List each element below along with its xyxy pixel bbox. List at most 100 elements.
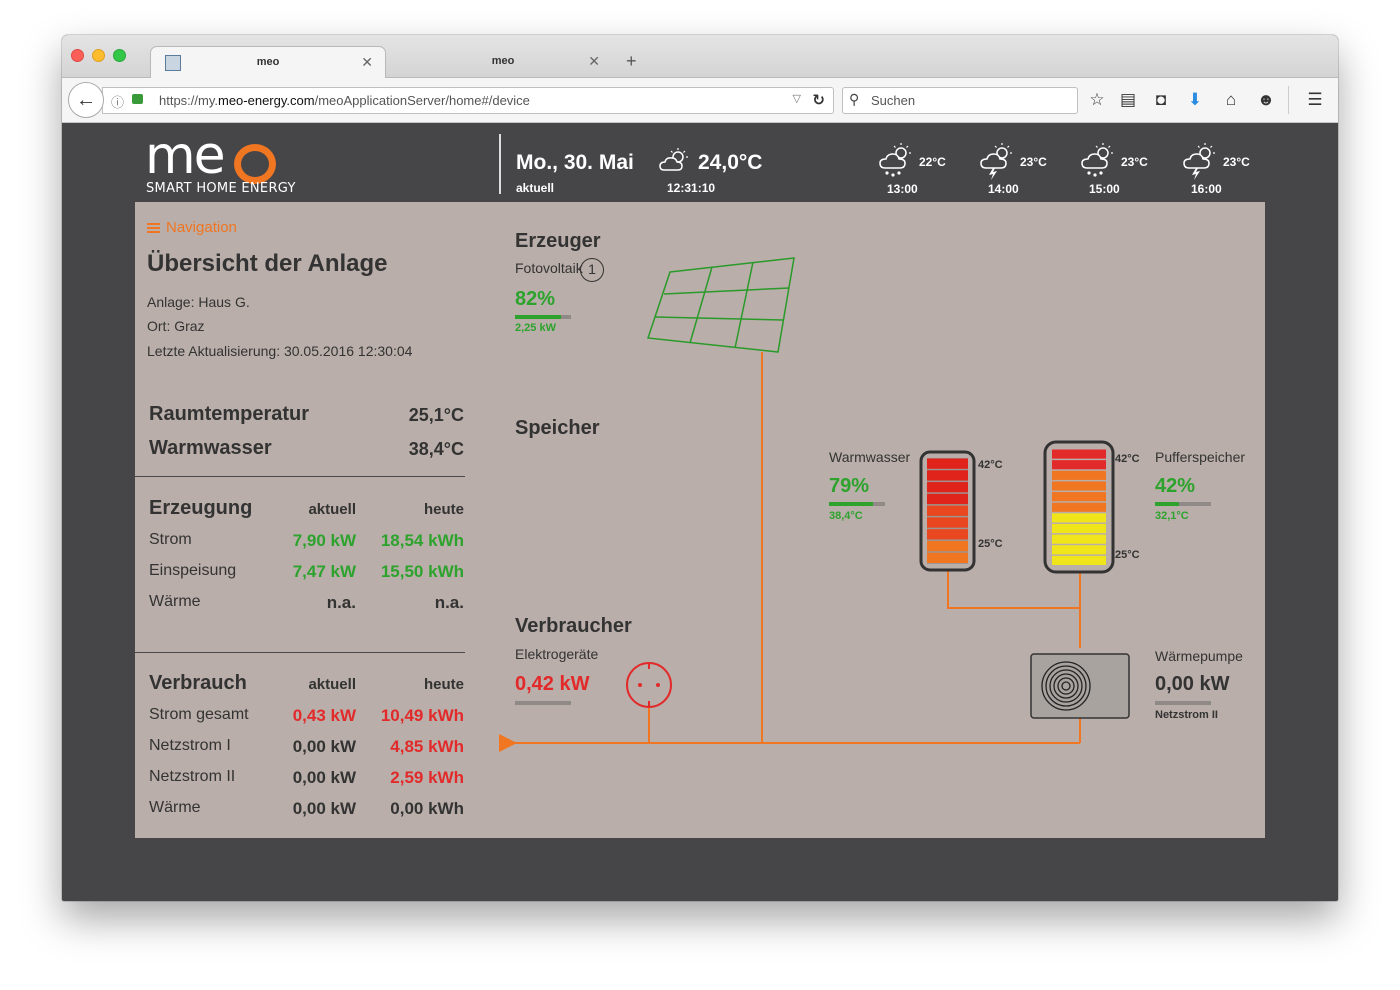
room-temp-value: 25,1°C — [408, 405, 464, 425]
generation-row-now: 7,90 kW — [292, 531, 356, 550]
close-tab-icon[interactable]: ✕ — [588, 53, 600, 69]
partly-cloudy-icon — [659, 148, 688, 171]
consumption-row-today: 4,85 kWh — [390, 737, 464, 756]
forecast-time: 16:00 — [1191, 182, 1222, 196]
generation-row-label: Einspeisung — [149, 562, 237, 579]
header-divider — [499, 134, 501, 194]
bookmarks-list-icon[interactable]: ▤ — [1119, 90, 1137, 109]
info-icon[interactable]: ⓘ — [111, 95, 125, 110]
buffer-temp: 32,1°C — [1155, 510, 1189, 522]
buffer-tank-segment — [1052, 513, 1106, 523]
anlage-info: Anlage: Haus G. — [147, 294, 250, 310]
section-divider — [135, 476, 465, 477]
grid-arrow-icon — [499, 734, 517, 752]
buffer-tank-segment — [1052, 470, 1106, 480]
cloud-rain-sun-icon — [879, 143, 911, 177]
warm-water-level-bar — [829, 502, 885, 506]
photovoltaic-count-badge[interactable]: 1 — [580, 258, 604, 282]
back-button[interactable]: ← — [68, 82, 104, 118]
new-tab-button[interactable]: + — [626, 51, 637, 71]
navigation-link[interactable]: Navigation — [147, 219, 237, 236]
buffer-percent: 42% — [1155, 475, 1196, 497]
buffer-tank-segment — [1052, 545, 1106, 555]
forecast-item: 23°C 14:00 — [978, 142, 1058, 198]
current-temperature: 24,0°C — [698, 151, 763, 174]
tab-bar: meo ✕ meo ✕ + — [62, 35, 1338, 79]
warm-water-temp: 38,4°C — [829, 510, 863, 522]
appliances-bar — [515, 701, 571, 705]
buffer-tank-segment — [1052, 460, 1106, 470]
buffer-tank-segment — [1052, 534, 1106, 544]
consumption-row-label: Strom gesamt — [149, 706, 249, 723]
forecast-item: 23°C 15:00 — [1079, 142, 1159, 198]
forecast-temp: 22°C — [919, 155, 946, 169]
buffer-tank-segment — [1052, 449, 1106, 459]
home-icon[interactable]: ⌂ — [1225, 90, 1237, 109]
warm-water-tank-segment — [927, 458, 968, 469]
url-text[interactable]: https://my.meo-energy.com/meoApplication… — [159, 93, 530, 108]
close-window-button[interactable] — [71, 49, 84, 62]
consumption-row-now: 0,00 kW — [292, 768, 356, 787]
buffer-tank-segment — [1052, 555, 1106, 565]
generation-col-today: heute — [423, 501, 464, 518]
producer-title: Erzeuger — [515, 230, 601, 252]
bookmark-star-icon[interactable]: ☆ — [1089, 90, 1105, 109]
generation-row-label: Wärme — [149, 593, 201, 610]
warm-water-tank-segment — [927, 529, 968, 540]
heat-pump-power: 0,00 kW — [1155, 673, 1230, 695]
maximize-window-button[interactable] — [113, 49, 126, 62]
buffer-min-temp: 25°C — [1115, 549, 1140, 561]
pv-level-bar — [515, 315, 571, 319]
tab-label: meo — [491, 55, 515, 67]
warm-water-tank-segment — [927, 482, 968, 493]
warm-water-value: 38,4°C — [408, 439, 464, 459]
consumption-title: Verbrauch — [149, 672, 247, 694]
nav-bar: ⓘ https://my.meo-energy.com/meoApplicati… — [62, 78, 1338, 123]
search-placeholder: Suchen — [871, 93, 916, 108]
download-icon[interactable]: ⬇ — [1187, 90, 1203, 109]
main-content: Navigation Übersicht der Anlage Anlage: … — [135, 202, 1265, 838]
pv-percent: 82% — [515, 288, 556, 310]
consumption-row-label: Netzstrom I — [149, 737, 231, 754]
forecast-temp: 23°C — [1020, 155, 1047, 169]
pv-power: 2,25 kW — [515, 322, 556, 334]
chat-icon[interactable]: ☻ — [1257, 90, 1275, 109]
app-header: me SMART HOME ENERGY Mo., 30. Mai aktuel… — [135, 124, 1265, 202]
consumption-row-label: Netzstrom II — [149, 768, 236, 785]
browser-window: meo ✕ meo ✕ + ⓘ https://my.meo-energy.co… — [62, 35, 1338, 901]
buffer-level-bar — [1155, 502, 1211, 506]
consumption-row-today: 2,59 kWh — [390, 768, 464, 787]
forecast-item: 23°C 16:00 — [1181, 142, 1261, 198]
warm-water-tank-segment — [927, 517, 968, 528]
logo[interactable]: me — [145, 126, 226, 186]
overview-panel: Navigation Übersicht der Anlage Anlage: … — [135, 202, 480, 838]
url-dropdown-icon[interactable]: ▽ — [792, 93, 801, 105]
search-icon: ⚲ — [849, 91, 860, 107]
warm-water-tank-segment — [927, 505, 968, 516]
forecast-temp: 23°C — [1223, 155, 1250, 169]
warm-water-percent: 79% — [829, 475, 870, 497]
minimize-window-button[interactable] — [92, 49, 105, 62]
buffer-tank-segment — [1052, 502, 1106, 512]
tab-meo-inactive[interactable]: meo ✕ — [394, 46, 612, 79]
solar-panel-icon — [646, 257, 795, 353]
url-bar[interactable]: ⓘ https://my.meo-energy.com/meoApplicati… — [102, 87, 834, 114]
buffer-tank-segment — [1052, 481, 1106, 491]
reload-icon[interactable]: ↻ — [812, 92, 825, 109]
menu-icon[interactable]: ☰ — [1307, 90, 1323, 109]
search-input[interactable]: ⚲ Suchen — [842, 87, 1078, 114]
consumer-title: Verbraucher — [515, 615, 632, 637]
appliances-power: 0,42 kW — [515, 673, 590, 695]
warm-water-max-temp: 42°C — [978, 459, 1003, 471]
tab-meo-active[interactable]: meo ✕ — [150, 46, 386, 79]
warm-water-label: Warmwasser — [149, 437, 272, 459]
pocket-icon[interactable]: ◘ — [1155, 90, 1167, 109]
buffer-tank-icon — [1043, 440, 1115, 574]
appliances-label: Elektrogeräte — [515, 646, 599, 662]
close-tab-icon[interactable]: ✕ — [361, 54, 373, 70]
heat-pump-icon — [1030, 653, 1130, 719]
energy-flow-lines — [512, 352, 1081, 744]
toolbar-separator — [1288, 86, 1289, 114]
heat-pump-label: Wärmepumpe — [1155, 648, 1243, 664]
energy-flow-diagram — [499, 257, 1130, 752]
